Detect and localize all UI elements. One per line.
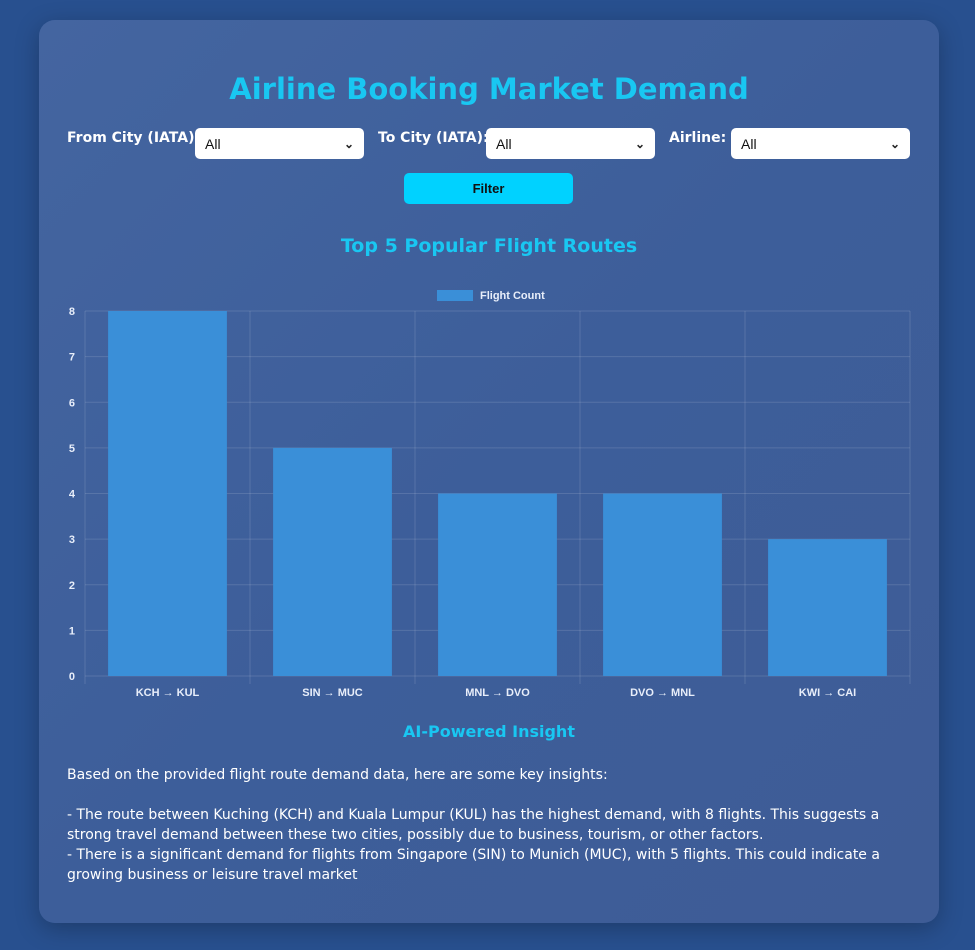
insight-heading: AI-Powered Insight	[403, 722, 575, 741]
x-tick-label: KCH → KUL	[136, 687, 200, 699]
y-tick-label: 0	[69, 671, 75, 683]
from-city-label: From City (IATA):	[67, 130, 201, 146]
chart-title: Top 5 Popular Flight Routes	[340, 235, 638, 257]
y-tick-label: 3	[69, 534, 75, 546]
chart-bars	[108, 311, 887, 676]
filter-button[interactable]: Filter	[404, 173, 573, 204]
chart-labels: 0 1 2 3 4 5 6 7 8 KCH → KUL SIN → MUC MNL → DVO DVO …	[69, 306, 856, 699]
y-tick-label: 4	[69, 489, 76, 501]
bar-1[interactable]	[273, 447, 392, 676]
airline-label: Airline:	[669, 130, 727, 146]
to-city-value: All	[496, 135, 512, 152]
insight-text: Based on the provided flight route deman…	[67, 765, 912, 885]
chevron-down-icon: ⌄	[634, 136, 645, 151]
to-city-select[interactable]: All ⌄	[486, 128, 655, 159]
chart-legend[interactable]: Flight Count	[437, 290, 545, 302]
x-tick-label: KWI → CAI	[799, 687, 856, 699]
main-card: Airline Booking Market Demand From City …	[39, 20, 939, 923]
to-city-label: To City (IATA):	[378, 130, 489, 146]
from-city-value: All	[205, 135, 221, 152]
chevron-down-icon: ⌄	[889, 136, 900, 151]
y-tick-label: 5	[69, 443, 75, 455]
y-tick-label: 1	[69, 625, 75, 637]
y-tick-label: 8	[69, 306, 75, 318]
page-title: Airline Booking Market Demand	[229, 72, 749, 106]
bar-3[interactable]	[603, 493, 722, 677]
x-tick-label: MNL → DVO	[465, 687, 530, 699]
airline-value: All	[741, 135, 757, 152]
insight-point: - The route between Kuching (KCH) and Ku…	[67, 807, 880, 843]
y-tick-label: 6	[69, 397, 75, 409]
x-tick-label: SIN → MUC	[302, 687, 363, 699]
bar-4[interactable]	[768, 539, 887, 676]
insight-intro: Based on the provided flight route deman…	[67, 767, 608, 783]
route-bar-chart: 0 1 2 3 4 5 6 7 8 KCH → KUL SIN → MUC MNL → DVO DVO …	[69, 290, 911, 699]
chevron-down-icon: ⌄	[343, 136, 354, 151]
y-tick-label: 2	[69, 580, 75, 592]
bar-2[interactable]	[438, 493, 557, 677]
bar-0[interactable]	[108, 311, 227, 676]
y-tick-label: 7	[69, 352, 75, 364]
insight-point: - There is a significant demand for flig…	[67, 847, 880, 883]
from-city-select[interactable]: All ⌄	[195, 128, 364, 159]
airline-select[interactable]: All ⌄	[731, 128, 910, 159]
legend-swatch	[437, 290, 473, 301]
x-tick-label: DVO → MNL	[630, 687, 695, 699]
legend-label: Flight Count	[480, 290, 545, 302]
